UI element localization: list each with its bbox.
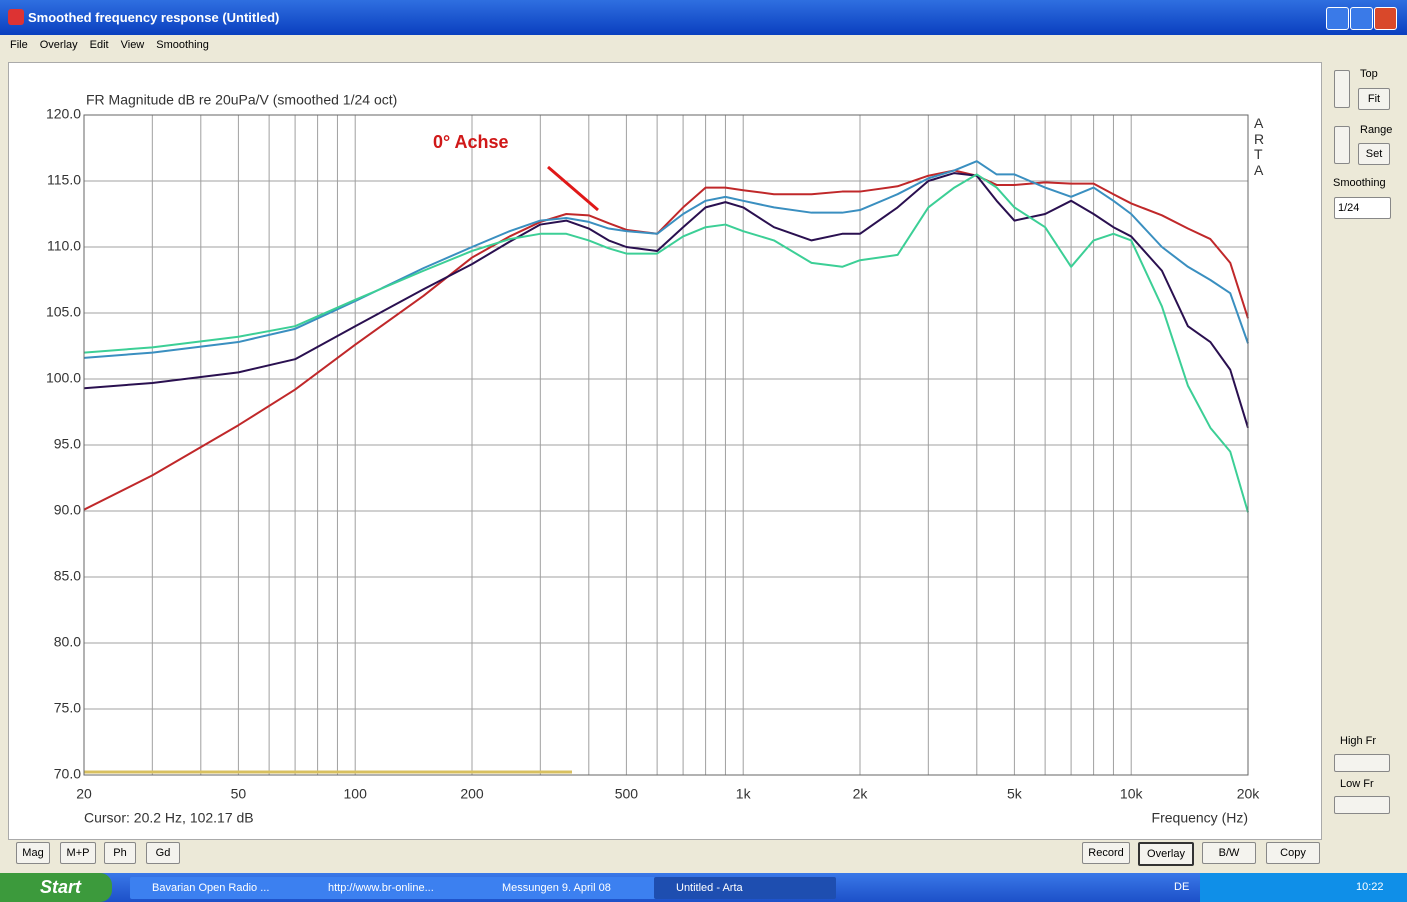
menu-bar: File Overlay Edit View Smoothing <box>10 39 221 51</box>
dropdown[interactable]: 1/24 <box>1334 197 1391 219</box>
cursor-readout: Cursor: 20.2 Hz, 102.17 dB <box>84 810 254 826</box>
menu-item[interactable]: Overlay <box>39 39 78 51</box>
task-button[interactable]: Untitled - Arta <box>654 877 836 899</box>
x-tick-label: 500 <box>615 786 639 802</box>
task-button[interactable]: http://www.br-online... <box>306 877 488 899</box>
y-tick-label: 105.0 <box>46 304 81 320</box>
button[interactable]: Set <box>1358 143 1390 165</box>
x-tick-label: 50 <box>231 786 247 802</box>
minimize-button[interactable] <box>1326 7 1349 30</box>
label: Low Fr <box>1340 778 1374 790</box>
maximize-button[interactable] <box>1350 7 1373 30</box>
title-bar: Smoothed frequency response (Untitled) <box>0 0 1407 35</box>
x-axis-label: Frequency (Hz) <box>1152 810 1248 826</box>
series-line <box>83 160 1249 359</box>
spin-button[interactable] <box>1334 754 1390 772</box>
x-tick-label: 2k <box>853 786 869 802</box>
spin-button[interactable] <box>1334 796 1390 814</box>
x-tick-label: 10k <box>1120 786 1144 802</box>
label: Smoothing <box>1333 177 1386 189</box>
taskbar: Start Bavarian Open Radio ... http://www… <box>0 873 1407 902</box>
y-tick-label: 80.0 <box>54 634 81 650</box>
system-tray <box>1200 873 1407 902</box>
menu-item[interactable]: File <box>10 39 28 51</box>
x-tick-label: 200 <box>460 786 484 802</box>
button[interactable]: Ph <box>104 842 136 864</box>
y-tick-label: 120.0 <box>46 106 81 122</box>
spin-button[interactable] <box>1334 126 1350 164</box>
clock: 10:22 <box>1356 881 1384 893</box>
button[interactable]: Record <box>1082 842 1130 864</box>
plot-panel <box>8 62 1322 840</box>
label: Top <box>1360 68 1378 80</box>
button[interactable]: Gd <box>146 842 180 864</box>
button[interactable]: Mag <box>16 842 50 864</box>
y-tick-label: 75.0 <box>54 700 81 716</box>
chart-title: FR Magnitude dB re 20uPa/V (smoothed 1/2… <box>86 92 397 108</box>
y-tick-label: 100.0 <box>46 370 81 386</box>
series-line <box>83 169 1249 511</box>
language: DE <box>1174 881 1190 893</box>
y-tick-label: 115.0 <box>47 172 81 188</box>
y-tick-label: 110.0 <box>47 238 81 254</box>
close-button[interactable] <box>1374 7 1397 30</box>
label: Range <box>1360 124 1393 136</box>
label: High Fr <box>1340 735 1377 747</box>
annotation-arrow <box>547 165 599 212</box>
spin-button[interactable] <box>1334 70 1350 108</box>
task-button[interactable]: Bavarian Open Radio ... <box>130 877 312 899</box>
watermark: ARTA <box>1254 115 1265 178</box>
x-tick-label: 20 <box>76 786 92 802</box>
x-tick-label: 5k <box>1007 786 1023 802</box>
start-button[interactable]: Start <box>0 873 112 902</box>
plot-frame <box>83 114 1249 776</box>
menu-item[interactable]: View <box>120 39 145 51</box>
button[interactable]: Copy <box>1266 842 1320 864</box>
series-line <box>83 172 1249 429</box>
y-tick-label: 90.0 <box>54 502 81 518</box>
series-line <box>83 173 1249 513</box>
window-title: Smoothed frequency response (Untitled) <box>28 10 280 25</box>
task-button[interactable]: Messungen 9. April 08 <box>480 877 662 899</box>
x-tick-label: 20k <box>1237 786 1261 802</box>
y-tick-label: 95.0 <box>54 436 81 452</box>
x-tick-label: 1k <box>736 786 752 802</box>
menu-item[interactable]: Smoothing <box>156 39 209 51</box>
menu-item[interactable]: Edit <box>89 39 109 51</box>
button[interactable]: Overlay <box>1138 842 1194 866</box>
app-icon <box>8 9 24 25</box>
y-tick-label: 70.0 <box>54 766 81 782</box>
button[interactable]: M+P <box>60 842 96 864</box>
button[interactable]: Fit <box>1358 88 1390 110</box>
x-tick-label: 100 <box>344 786 368 802</box>
annotation: 0° Achse <box>433 132 509 152</box>
button[interactable]: B/W <box>1202 842 1256 864</box>
y-tick-label: 85.0 <box>54 568 81 584</box>
